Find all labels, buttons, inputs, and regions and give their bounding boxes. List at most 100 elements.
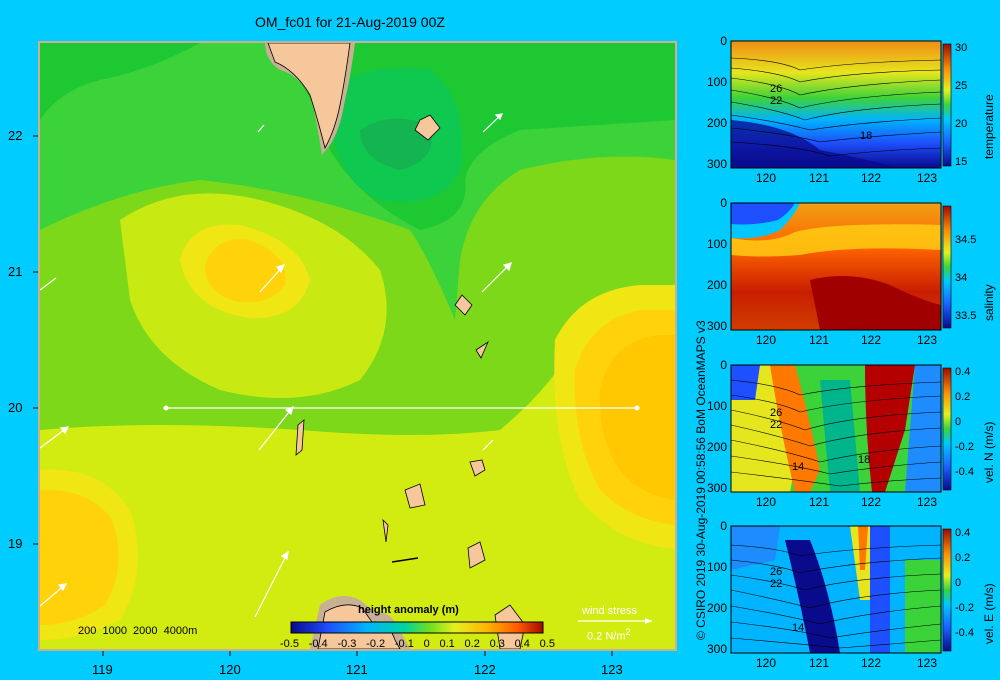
svg-text:26: 26 [770, 83, 782, 95]
map-chart [33, 41, 677, 656]
section-x-tick: 123 [917, 495, 938, 509]
map-x-tick: 119 [92, 662, 113, 677]
section-x-tick: 120 [756, 333, 777, 347]
map-x-tick: 120 [219, 662, 241, 677]
colorbar-title: height anomaly (m) [358, 604, 459, 616]
salinity-panel [730, 202, 952, 331]
svg-text:18: 18 [860, 130, 872, 142]
section-y-tick: 100 [706, 237, 727, 251]
colorbar-tick: 0 [423, 638, 430, 650]
map-x-tick: 123 [601, 662, 623, 677]
section-y-tick: 300 [706, 642, 727, 656]
section-variable-label: vel. N (m/s) [982, 421, 996, 483]
map-y-tick: 21 [8, 264, 23, 279]
section-colorbar-tick: 0.4 [955, 527, 971, 539]
section-x-tick: 123 [917, 171, 938, 185]
section-colorbar-tick: 0.4 [955, 366, 971, 378]
map-y-tick: 22 [8, 128, 23, 143]
svg-text:22: 22 [770, 419, 782, 431]
section-colorbar-tick: 0 [955, 577, 962, 589]
colorbar-tick: 0.1 [439, 638, 455, 650]
section-y-tick: 0 [720, 519, 727, 533]
section-y-tick: 300 [706, 481, 727, 495]
svg-text:26: 26 [770, 566, 782, 578]
section-y-tick: 200 [706, 116, 727, 130]
svg-text:22: 22 [770, 578, 782, 590]
wind-stress-label: wind stress [582, 605, 638, 617]
svg-text:14: 14 [792, 622, 804, 634]
svg-text:26: 26 [770, 407, 782, 419]
section-x-tick: 123 [917, 656, 938, 670]
section-y-tick: 0 [720, 34, 727, 48]
section-colorbar-tick: -0.4 [955, 627, 974, 639]
section-y-tick: 0 [720, 196, 727, 210]
map-y-tick: 19 [8, 536, 23, 551]
height-anomaly-field [40, 43, 675, 649]
section-colorbar-tick: 25 [955, 80, 968, 92]
map-x-tick: 122 [474, 662, 496, 677]
section-colorbar-tick: 0.2 [955, 391, 971, 403]
section-x-tick: 122 [861, 333, 882, 347]
section-y-tick: 100 [706, 560, 727, 574]
colorbar-tick: 0.3 [489, 638, 505, 650]
colorbar-tick: 0.2 [464, 638, 480, 650]
section-colorbar-tick: -0.4 [955, 466, 974, 478]
map-y-tick: 20 [8, 400, 23, 415]
section-y-tick: 0 [720, 358, 727, 372]
section-colorbar-tick: 15 [955, 156, 968, 168]
colorbar-tick: -0.4 [308, 638, 328, 650]
section-colorbar-tick: -0.2 [955, 602, 974, 614]
colorbar-tick: 0.4 [514, 638, 530, 650]
svg-text:14: 14 [792, 461, 804, 473]
colorbar [290, 621, 544, 634]
section-colorbar-tick: 0 [955, 416, 962, 428]
section-x-tick: 121 [809, 656, 830, 670]
depth-legend: 200 1000 2000 4000m [78, 625, 198, 637]
section-colorbar-tick: 0.2 [955, 552, 971, 564]
section-y-tick: 100 [706, 75, 727, 89]
map-x-tick: 121 [346, 662, 368, 677]
section-x-tick: 120 [756, 656, 777, 670]
section-x-tick: 120 [756, 171, 777, 185]
section-x-tick: 122 [861, 171, 882, 185]
section-y-tick: 200 [706, 601, 727, 615]
colorbar-tick: -0.3 [337, 638, 357, 650]
chart-title: OM_fc01 for 21-Aug-2019 00Z [255, 14, 445, 30]
svg-text:22: 22 [770, 95, 782, 107]
wind-arrows [40, 113, 512, 618]
svg-text:18: 18 [858, 454, 870, 466]
wind-scale-value: 0.2 N/m [587, 630, 626, 643]
colorbar-tick: -0.5 [280, 638, 299, 650]
section-x-tick: 121 [809, 495, 830, 509]
section-variable-label: temperature [982, 94, 996, 159]
section-y-tick: 300 [706, 319, 727, 333]
section-variable-label: vel. E (m/s) [982, 583, 996, 644]
section-x-tick: 121 [809, 171, 830, 185]
section-colorbar-tick: -0.2 [955, 441, 974, 453]
section-colorbar-tick: 34.5 [955, 234, 977, 246]
section-colorbar-tick: 34 [955, 272, 968, 284]
section-x-tick: 122 [861, 656, 882, 670]
section-variable-label: salinity [982, 284, 996, 321]
section-colorbar-tick: 33.5 [955, 310, 977, 322]
section-colorbar-tick: 30 [955, 42, 968, 54]
colorbar-ticks: -0.5 -0.4 -0.3 -0.2 -0.1 0 0.1 0.2 0.3 0… [280, 638, 555, 650]
section-y-tick: 200 [706, 278, 727, 292]
section-colorbar-tick: 20 [955, 118, 968, 130]
section-y-tick: 300 [706, 157, 727, 171]
section-x-tick: 120 [756, 495, 777, 509]
colorbar-tick: -0.2 [366, 638, 386, 650]
colorbar-tick: -0.1 [394, 638, 414, 650]
section-y-tick: 200 [706, 440, 727, 454]
section-x-tick: 121 [809, 333, 830, 347]
section-x-tick: 123 [917, 333, 938, 347]
wind-scale-unit-exp: 2 [625, 627, 631, 637]
wind-scale-label: 0.2 N/m2 [587, 627, 631, 643]
section-y-tick: 100 [706, 399, 727, 413]
section-x-tick: 122 [861, 495, 882, 509]
colorbar-tick: 0.5 [539, 638, 555, 650]
